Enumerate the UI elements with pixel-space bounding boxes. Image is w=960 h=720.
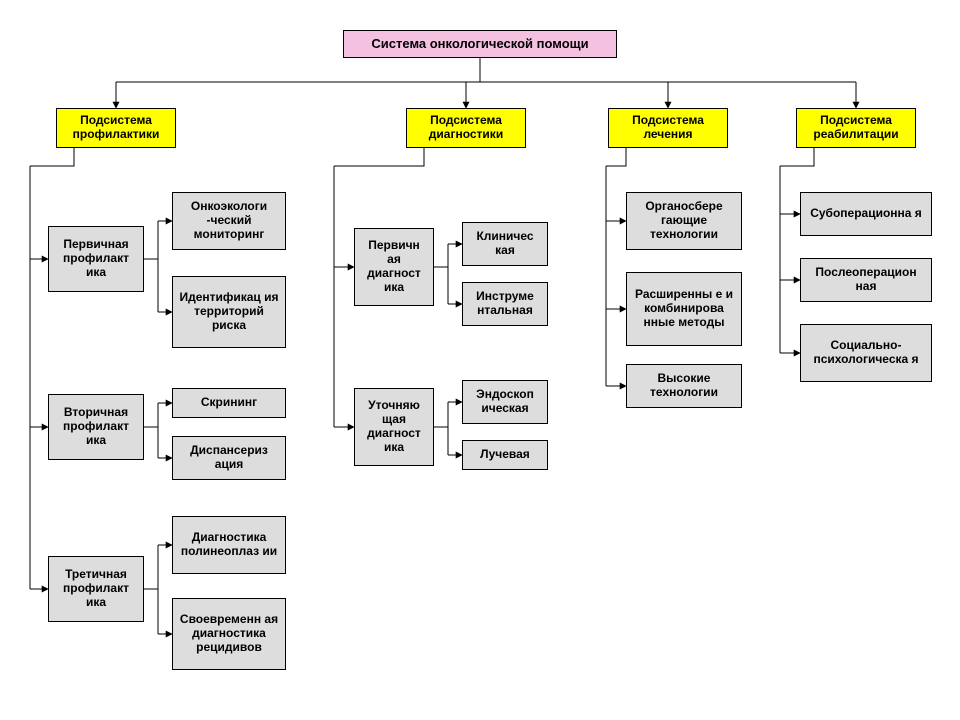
node-prev1: Первичная профилакт ика — [48, 226, 144, 292]
node-p3a: Диагностика полинеоплаз ии — [172, 516, 286, 574]
node-prev3: Третичная профилакт ика — [48, 556, 144, 622]
node-t2: Расширенны е и комбинирова нные методы — [626, 272, 742, 346]
node-label: Диспансериз ация — [179, 444, 279, 472]
node-label: Расширенны е и комбинирова нные методы — [633, 288, 735, 329]
node-p1b: Идентификац ия территорий риска — [172, 276, 286, 348]
node-label: Субоперационна я — [810, 207, 922, 221]
node-diag1: Первичн ая диагност ика — [354, 228, 434, 306]
node-label: Подсистема реабилитации — [803, 114, 909, 142]
node-label: Вторичная профилакт ика — [55, 406, 137, 447]
node-label: Лучевая — [480, 448, 530, 462]
node-d2a: Эндоскоп ическая — [462, 380, 548, 424]
node-prev2: Вторичная профилакт ика — [48, 394, 144, 460]
node-label: Онкоэкологи -ческий мониторинг — [179, 200, 279, 241]
node-label: Скрининг — [201, 396, 257, 410]
node-label: Высокие технологии — [633, 372, 735, 400]
node-t1: Органосбере гающие технологии — [626, 192, 742, 250]
node-r2: Послеоперацион ная — [800, 258, 932, 302]
node-p2b: Диспансериз ация — [172, 436, 286, 480]
node-label: Своевременн ая диагностика рецидивов — [179, 613, 279, 654]
node-r1: Субоперационна я — [800, 192, 932, 236]
node-label: Первичн ая диагност ика — [361, 239, 427, 294]
node-label: Клиничес кая — [469, 230, 541, 258]
node-label: Инструме нтальная — [469, 290, 541, 318]
node-diag2: Уточняю щая диагност ика — [354, 388, 434, 466]
node-label: Подсистема диагностики — [413, 114, 519, 142]
node-label: Послеоперацион ная — [807, 266, 925, 294]
node-p3b: Своевременн ая диагностика рецидивов — [172, 598, 286, 670]
node-label: Социально-психологическа я — [807, 339, 925, 367]
node-label: Уточняю щая диагност ика — [361, 399, 427, 454]
node-sub_prev: Подсистема профилактики — [56, 108, 176, 148]
node-d2b: Лучевая — [462, 440, 548, 470]
node-label: Диагностика полинеоплаз ии — [179, 531, 279, 559]
node-label: Система онкологической помощи — [371, 37, 588, 52]
node-sub_diag: Подсистема диагностики — [406, 108, 526, 148]
node-label: Идентификац ия территорий риска — [179, 291, 279, 332]
node-root: Система онкологической помощи — [343, 30, 617, 58]
node-label: Эндоскоп ическая — [469, 388, 541, 416]
flowchart-canvas: Система онкологической помощи Подсистема … — [0, 0, 960, 720]
node-label: Подсистема лечения — [615, 114, 721, 142]
node-label: Первичная профилакт ика — [55, 238, 137, 279]
node-d1b: Инструме нтальная — [462, 282, 548, 326]
node-label: Органосбере гающие технологии — [633, 200, 735, 241]
node-sub_treat: Подсистема лечения — [608, 108, 728, 148]
node-p2a: Скрининг — [172, 388, 286, 418]
node-d1a: Клиничес кая — [462, 222, 548, 266]
node-label: Подсистема профилактики — [63, 114, 169, 142]
node-p1a: Онкоэкологи -ческий мониторинг — [172, 192, 286, 250]
node-label: Третичная профилакт ика — [55, 568, 137, 609]
node-t3: Высокие технологии — [626, 364, 742, 408]
node-sub_rehab: Подсистема реабилитации — [796, 108, 916, 148]
node-r3: Социально-психологическа я — [800, 324, 932, 382]
